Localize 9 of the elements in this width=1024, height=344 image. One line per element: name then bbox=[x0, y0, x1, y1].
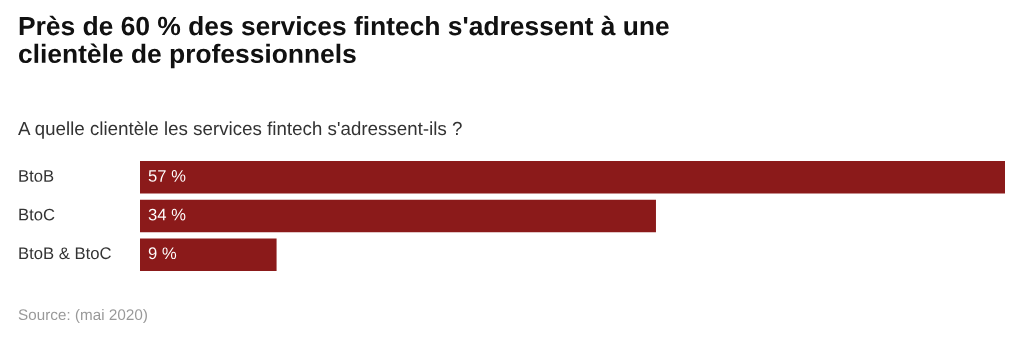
data-label: 9 % bbox=[148, 247, 177, 260]
y-tick-label: BtoC bbox=[19, 208, 55, 221]
y-tick-label: BtoB & BtoC bbox=[19, 247, 111, 260]
data-label: 57 % bbox=[148, 170, 186, 182]
chart-subtitle: A quelle clientèle les services fintech s'adressent-ils ? bbox=[18, 121, 462, 139]
chart-title: Près de 60 % des services fintech s'adressent à une clientèle de professionnels bbox=[19, 15, 669, 69]
source-note: Source: (mai 2020) bbox=[18, 308, 147, 324]
y-tick-label: BtoB bbox=[19, 170, 54, 182]
data-label: 34 % bbox=[148, 208, 186, 221]
